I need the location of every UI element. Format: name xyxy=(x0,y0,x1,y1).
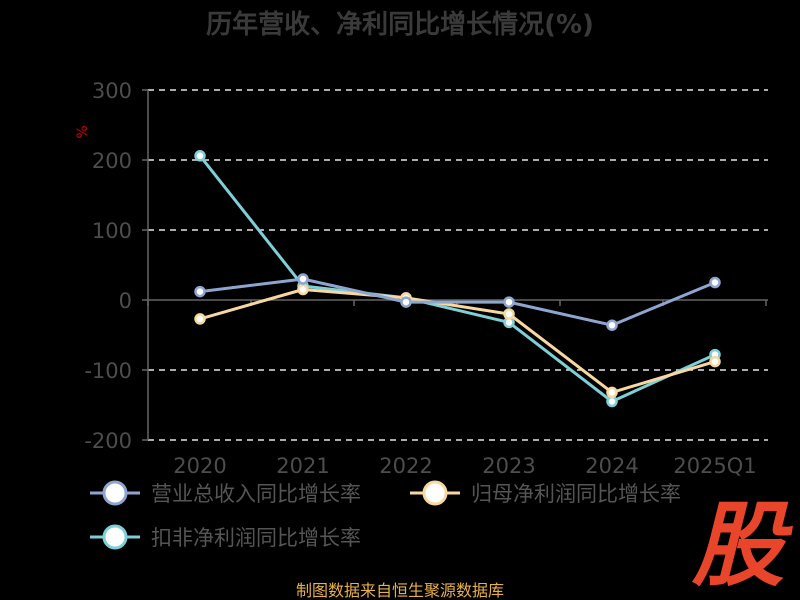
source-note: 制图数据来自恒生聚源数据库 xyxy=(296,581,504,600)
legend-marker xyxy=(102,524,128,550)
series-3 xyxy=(194,150,721,408)
x-tick-label: 2020 xyxy=(173,454,226,478)
data-point xyxy=(503,308,515,320)
legend-item-3: 扣非净利润同比增长率 xyxy=(90,524,361,550)
legend-label: 营业总收入同比增长率 xyxy=(151,482,361,506)
series-line xyxy=(198,288,717,394)
data-point xyxy=(400,296,412,308)
series-lines xyxy=(194,150,721,408)
y-axis-unit: % xyxy=(75,125,91,138)
axes: 2020 2021 2022 2023 2024 2025Q1 xyxy=(142,89,768,478)
y-tick-label: 200 xyxy=(92,149,132,173)
y-tick-label: -100 xyxy=(84,359,132,383)
legend-marker xyxy=(102,480,128,506)
data-point xyxy=(297,283,309,296)
data-point xyxy=(194,150,206,162)
x-tick-label: 2025Q1 xyxy=(673,454,756,478)
series-1 xyxy=(194,273,721,331)
data-point xyxy=(297,273,309,285)
y-tick-label: 100 xyxy=(92,219,132,243)
x-tick-label: 2021 xyxy=(276,454,329,478)
grid-lines: 300 200 100 0 -100 -200 xyxy=(84,79,768,453)
y-tick-label: 0 xyxy=(119,289,132,313)
data-point xyxy=(606,319,618,331)
data-point xyxy=(503,296,515,308)
legend-item-2: 归母净利润同比增长率 xyxy=(410,480,681,506)
y-tick-label: -200 xyxy=(84,429,132,453)
watermark-logo: 股 xyxy=(691,492,793,599)
series-line xyxy=(198,277,717,327)
data-point xyxy=(194,313,206,325)
x-tick-label: 2023 xyxy=(482,454,535,478)
data-point xyxy=(194,285,206,298)
y-tick-label: 300 xyxy=(92,79,132,103)
legend-item-1: 营业总收入同比增长率 xyxy=(90,480,361,506)
chart-title: 历年营收、净利同比增长情况(%) xyxy=(206,9,594,40)
legend-label: 扣非净利润同比增长率 xyxy=(151,526,361,550)
legend-label: 归母净利润同比增长率 xyxy=(471,482,681,506)
legend-marker xyxy=(422,480,448,506)
data-point xyxy=(709,355,721,368)
x-tick-label: 2022 xyxy=(379,454,432,478)
data-point xyxy=(606,395,618,408)
data-point xyxy=(709,276,721,289)
x-tick-label: 2024 xyxy=(585,454,638,478)
data-point xyxy=(606,386,618,399)
series-line xyxy=(198,154,717,403)
